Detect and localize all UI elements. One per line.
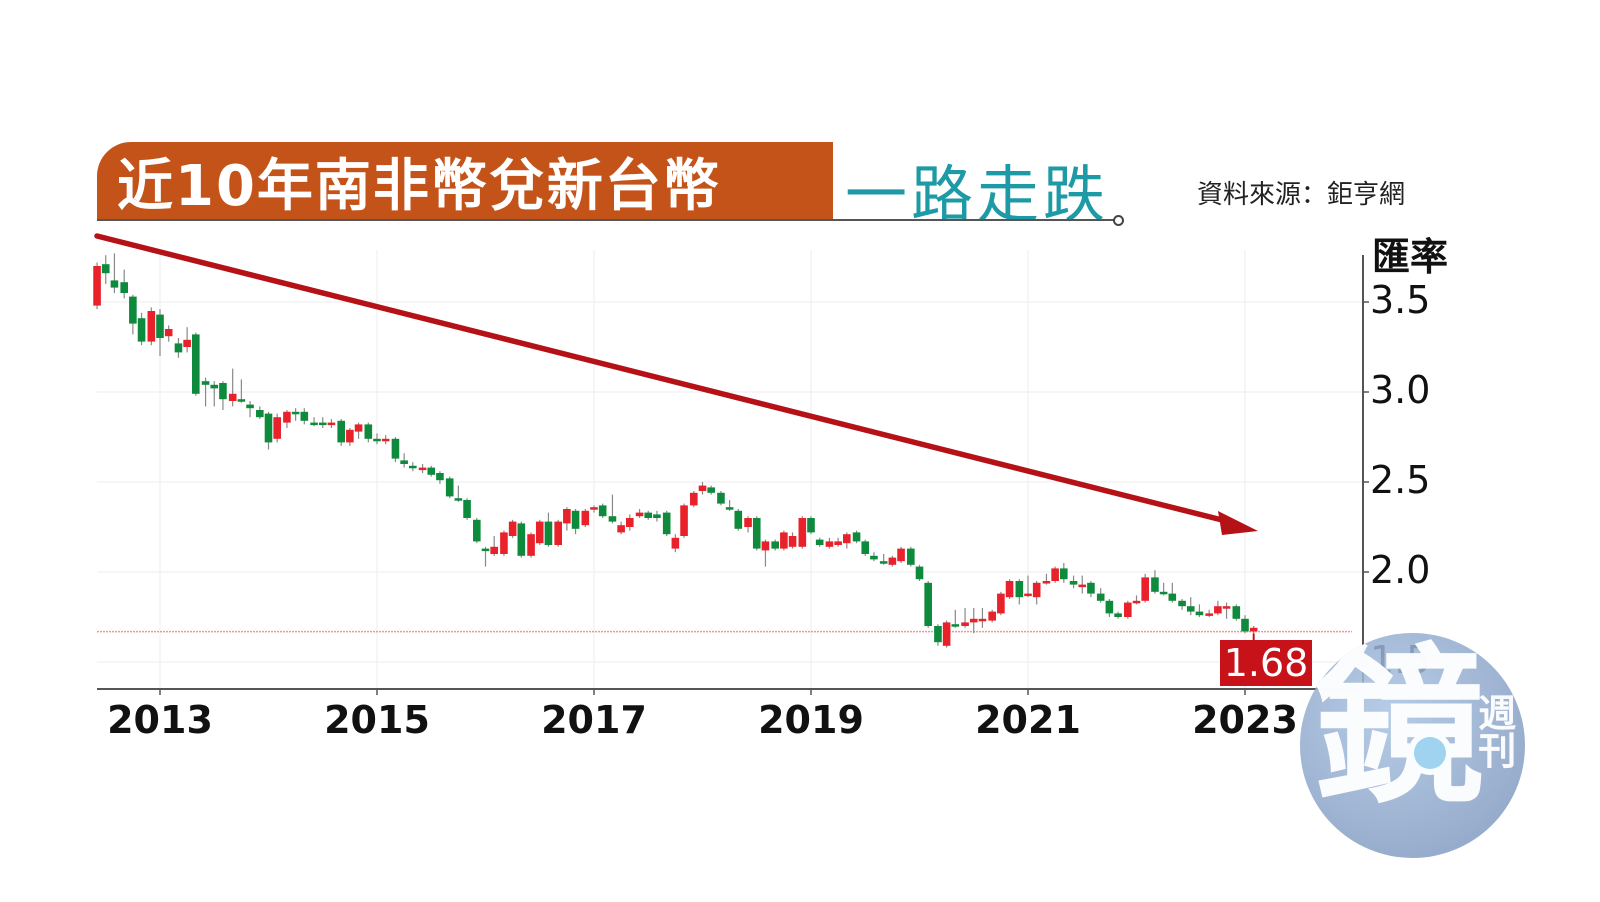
x-tick-label: 2015 [324,698,430,742]
y-tick-label: 3.0 [1370,368,1431,412]
logo-main-char: 鏡 [1314,633,1485,827]
y-tick-label: 3.5 [1370,278,1431,322]
title-underline [97,219,1115,221]
x-tick-label: 2021 [975,698,1081,742]
logo-lens-dot [1408,731,1452,775]
title-banner: 近10年南非幣兌新台幣 [97,142,833,220]
x-tick-label: 2019 [758,698,864,742]
title-underline-dot [1113,215,1124,226]
y-axis-title: 匯率 [1372,235,1449,279]
chart-title: 近10年南非幣兌新台幣 [117,153,721,219]
x-tick-label: 2013 [107,698,213,742]
last-value-badge: 1.68 [1220,640,1312,686]
y-tick-label: 2.0 [1370,548,1431,592]
y-tick-label: 2.5 [1370,458,1431,502]
mirror-weekly-logo: 鏡 週刊 [1300,633,1525,858]
x-tick-label: 2017 [541,698,647,742]
logo-side-text: 週刊 [1471,693,1516,769]
data-source: 資料來源：鉅亨網 [1197,180,1406,210]
last-value: 1.68 [1223,641,1309,685]
chart-subtitle: 一路走跌 [845,158,1110,231]
x-tick-label: 2023 [1192,698,1298,742]
